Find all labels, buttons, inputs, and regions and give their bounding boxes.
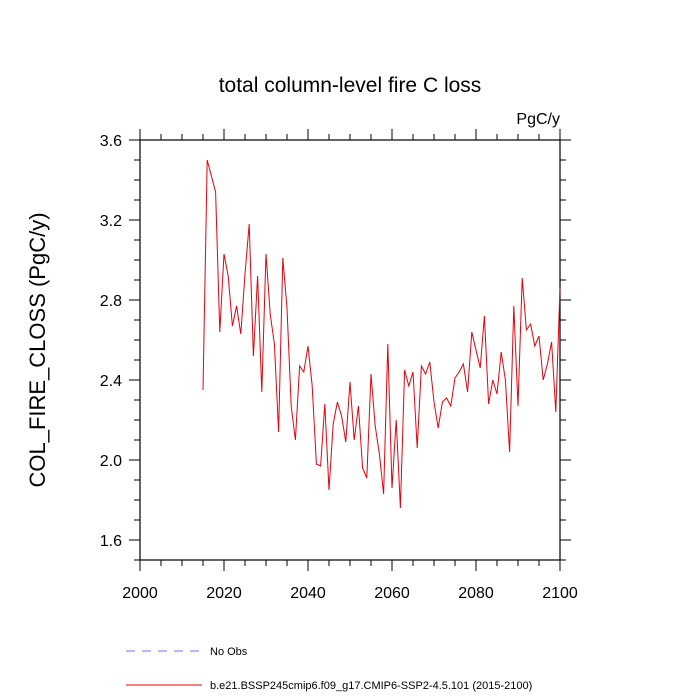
plot-frame <box>139 139 561 561</box>
x-tick-label: 2100 <box>542 585 578 602</box>
y-tick-label: 1.6 <box>100 533 122 550</box>
y-tick-label: 2.8 <box>100 293 122 310</box>
legend-label-no-obs: No Obs <box>210 646 248 658</box>
y-tick-label: 2.4 <box>100 373 122 390</box>
units-label: PgC/y <box>516 111 560 128</box>
series-group <box>202 159 561 509</box>
x-tick-labels: 2000 2020 2040 2060 2080 2100 <box>122 585 578 602</box>
y-tick-label: 3.6 <box>100 133 122 150</box>
y-axis-label: COL_FIRE_CLOSS (PgC/y) <box>25 212 50 487</box>
series-line <box>202 159 561 509</box>
legend: No Obs b.e21.BSSP245cmip6.f09_g17.CMIP6-… <box>126 646 532 692</box>
axis-ticks <box>129 129 571 571</box>
y-tick-label: 2.0 <box>100 453 122 470</box>
legend-label-model: b.e21.BSSP245cmip6.f09_g17.CMIP6-SSP2-4.… <box>210 680 532 692</box>
chart-title: total column-level fire C loss <box>219 74 482 97</box>
x-tick-label: 2020 <box>206 585 242 602</box>
y-tick-labels: 1.6 2.0 2.4 2.8 3.2 3.6 <box>100 133 122 550</box>
x-tick-label: 2000 <box>122 585 158 602</box>
x-tick-label: 2080 <box>458 585 494 602</box>
x-tick-label: 2060 <box>374 585 410 602</box>
x-tick-label: 2040 <box>290 585 326 602</box>
y-tick-label: 3.2 <box>100 213 122 230</box>
